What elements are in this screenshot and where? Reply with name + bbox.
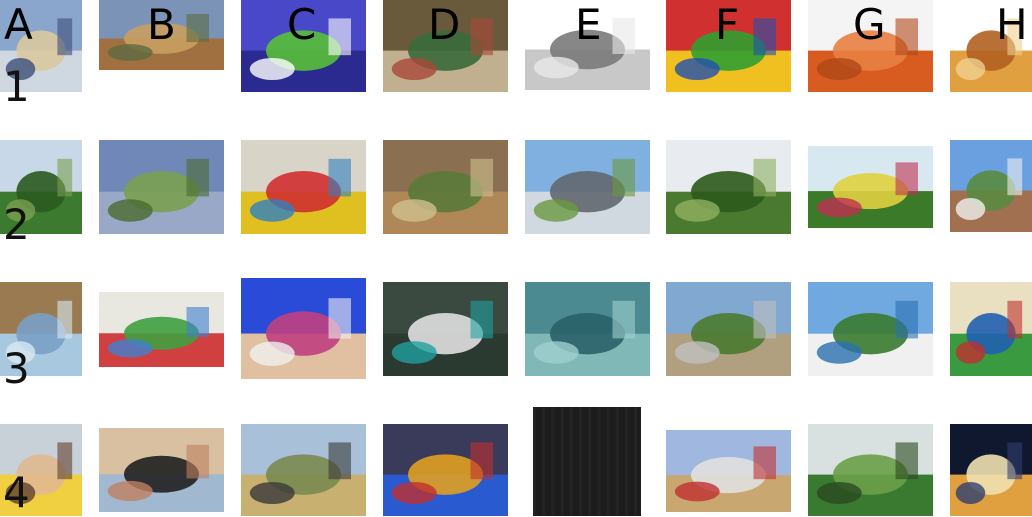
grid-image-bmx-rider-and-figurine [666, 430, 791, 512]
grid-image-street-scene-with-building [0, 0, 82, 92]
grid-image-painted-owl-stones [383, 0, 508, 92]
grid-image-flower-garden-beds [808, 146, 933, 228]
grid-image-cake-slice-in-hand [0, 424, 82, 516]
grid-image-lighthouse-by-water [808, 282, 933, 376]
grid-image-basketball-hoop-night [950, 424, 1032, 516]
grid-image-orange-sculpture-shape [808, 0, 933, 92]
grid-image-girl-in-bed [99, 428, 224, 512]
grid-image-dancers-on-blue-mat [241, 278, 366, 379]
grid-image-tropical-palm-forest [808, 424, 933, 516]
grid-image-teacher-at-chalkboard [383, 282, 508, 376]
grid-image-brick-church-tower [950, 140, 1032, 232]
grid-image-grass-field-cloudy-sky [99, 140, 224, 234]
grid-image-green-pixel-letters-sign [950, 282, 1032, 376]
grid-image-folded-paper-fan [0, 282, 82, 376]
grid-image-formal-hedge-garden [0, 140, 82, 234]
grid-image-rainbow-globe [666, 0, 791, 92]
grid-image-painted-elephant-statue [241, 140, 366, 234]
grid-image-shopping-mall-atrium [383, 424, 508, 516]
grid-image-pixel-art-mushroom-on-checkerboard [241, 0, 366, 92]
grid-image-white-cats-in-window [525, 0, 650, 90]
grid-image-modern-building-and-road [525, 140, 650, 234]
grid-image-brewing-equipment-outdoors [666, 282, 791, 376]
grid-image-colorful-circles-pattern [99, 292, 224, 367]
grid-image-topiary-hedges [666, 140, 791, 234]
grid-image-highland-cow [383, 140, 508, 234]
grid-image-wooden-fence-autumn-trees [99, 0, 224, 70]
grid-image-dark-texture [533, 407, 641, 516]
grid-image-damask-wallpaper [525, 282, 650, 376]
grid-image-power-pylons-field [241, 424, 366, 516]
grid-image-potato-slice [950, 0, 1032, 92]
